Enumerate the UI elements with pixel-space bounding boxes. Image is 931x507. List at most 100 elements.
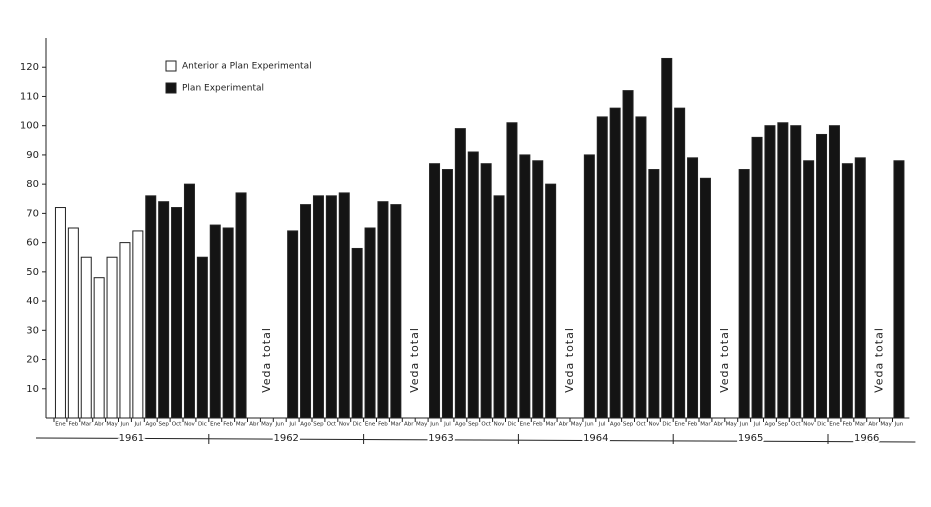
bar bbox=[351, 247, 363, 419]
bar bbox=[222, 227, 234, 419]
x-tick-label: Dic bbox=[353, 422, 362, 428]
x-tick-label: Ago bbox=[610, 422, 621, 428]
bar bbox=[635, 116, 647, 419]
annotation: Veda total bbox=[408, 327, 421, 393]
x-tick-label: Feb bbox=[223, 422, 233, 428]
x-tick-label: May bbox=[261, 422, 273, 428]
bar bbox=[493, 195, 505, 419]
y-tick-label: 10 bbox=[26, 384, 39, 395]
bar bbox=[661, 57, 673, 419]
y-tick-label: 70 bbox=[26, 208, 39, 219]
x-tick-label: Oct bbox=[791, 422, 801, 428]
x-tick-label: May bbox=[571, 422, 583, 428]
bar bbox=[54, 207, 66, 419]
y-tick-label: 50 bbox=[26, 267, 39, 278]
bar bbox=[828, 125, 840, 419]
y-tick-label: 90 bbox=[26, 150, 39, 161]
y-tick-label: 80 bbox=[26, 179, 39, 190]
x-tick-label: Jul bbox=[598, 422, 606, 428]
x-tick-label: Abr bbox=[559, 422, 569, 428]
x-tick-label: Abr bbox=[94, 422, 104, 428]
x-tick-label: Nov bbox=[648, 422, 659, 428]
bar bbox=[583, 154, 595, 419]
x-tick-label: Jul bbox=[288, 422, 296, 428]
x-tick-label: Feb bbox=[533, 422, 543, 428]
x-tick-label: Nov bbox=[339, 422, 350, 428]
y-tick-label: 60 bbox=[26, 238, 39, 249]
x-tick-label: Oct bbox=[636, 422, 646, 428]
bar bbox=[67, 227, 79, 419]
year-label: 1964 bbox=[583, 433, 608, 444]
x-tick-label: Ene bbox=[55, 422, 66, 428]
x-tick-label: Dic bbox=[198, 422, 207, 428]
bar bbox=[467, 151, 479, 419]
x-tick-label: Jul bbox=[443, 422, 451, 428]
bar bbox=[777, 122, 789, 419]
x-tick-label: Nov bbox=[184, 422, 195, 428]
x-tick-label: Sep bbox=[313, 422, 324, 428]
x-tick-label: Abr bbox=[868, 422, 878, 428]
bar bbox=[674, 107, 686, 419]
bar bbox=[106, 256, 118, 419]
bar bbox=[287, 230, 299, 419]
x-tick-label: May bbox=[106, 422, 118, 428]
bar bbox=[648, 169, 660, 419]
bar bbox=[699, 177, 711, 419]
bar bbox=[596, 116, 608, 419]
bar bbox=[764, 125, 776, 419]
x-tick-label: Jun bbox=[274, 422, 284, 428]
legend-swatch bbox=[165, 82, 177, 94]
x-tick-label: Oct bbox=[327, 422, 337, 428]
x-tick-label: Nov bbox=[494, 422, 505, 428]
bar bbox=[300, 204, 312, 419]
year-label: 1962 bbox=[273, 433, 298, 444]
y-tick-label: 100 bbox=[20, 121, 39, 132]
x-tick-label: Ago bbox=[300, 422, 311, 428]
x-tick-label: Jun bbox=[120, 422, 130, 428]
y-tick-label: 30 bbox=[26, 325, 39, 336]
annotation: Veda total bbox=[260, 327, 273, 393]
bar bbox=[209, 224, 221, 419]
bar bbox=[751, 136, 763, 419]
x-tick-label: Sep bbox=[778, 422, 789, 428]
bar bbox=[93, 277, 105, 419]
bar bbox=[687, 157, 699, 419]
legend-swatch bbox=[165, 60, 177, 72]
bar bbox=[235, 192, 247, 419]
bar bbox=[145, 195, 157, 419]
x-tick-label: Jun bbox=[739, 422, 749, 428]
x-tick-label: Ago bbox=[765, 422, 776, 428]
x-tick-label: Nov bbox=[803, 422, 814, 428]
bar bbox=[454, 128, 466, 419]
bar bbox=[312, 195, 324, 419]
bar bbox=[622, 90, 634, 419]
x-tick-label: Abr bbox=[249, 422, 259, 428]
bar bbox=[429, 163, 441, 419]
x-tick-label: May bbox=[416, 422, 428, 428]
x-tick-label: Dic bbox=[662, 422, 671, 428]
x-tick-label: Abr bbox=[714, 422, 724, 428]
x-tick-label: Oct bbox=[172, 422, 182, 428]
y-tick-label: 110 bbox=[20, 91, 39, 102]
x-tick-label: Feb bbox=[688, 422, 698, 428]
bar bbox=[532, 160, 544, 419]
x-tick-label: Mar bbox=[236, 422, 247, 428]
legend-label: Plan Experimental bbox=[182, 84, 264, 94]
bar bbox=[196, 256, 208, 419]
bar bbox=[738, 169, 750, 419]
x-tick-label: Feb bbox=[378, 422, 388, 428]
bar bbox=[841, 163, 853, 419]
legend-label: Anterior a Plan Experimental bbox=[182, 62, 312, 72]
x-tick-label: Mar bbox=[391, 422, 402, 428]
bar bbox=[803, 160, 815, 419]
x-tick-label: May bbox=[726, 422, 738, 428]
x-tick-label: Feb bbox=[842, 422, 852, 428]
x-tick-label: Ene bbox=[829, 422, 840, 428]
x-tick-label: Ene bbox=[210, 422, 221, 428]
bar bbox=[816, 133, 828, 419]
year-label: 1965 bbox=[738, 433, 763, 444]
x-tick-label: Ago bbox=[145, 422, 156, 428]
y-tick-label: 120 bbox=[20, 62, 39, 73]
x-tick-label: Mar bbox=[700, 422, 711, 428]
x-tick-label: Jul bbox=[753, 422, 761, 428]
